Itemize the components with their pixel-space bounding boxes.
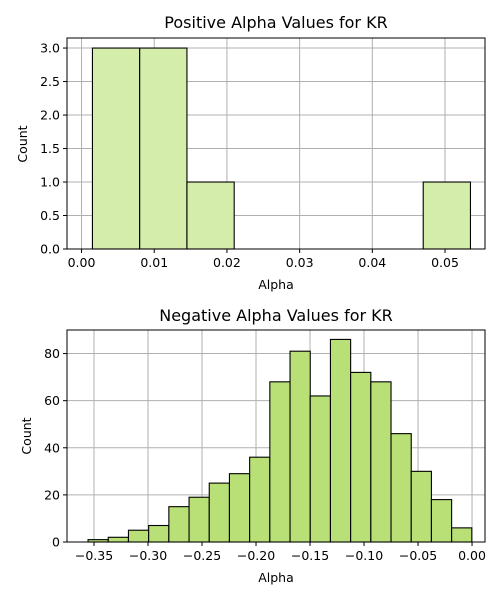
y-tick-label: 1.0 <box>40 175 60 190</box>
histogram-bar <box>139 47 188 250</box>
histogram-bar <box>309 395 331 543</box>
y-tick-label: 0 <box>52 535 60 550</box>
y-tick-label: 40 <box>44 440 60 455</box>
histogram-bar <box>410 470 432 543</box>
histogram-bar <box>186 181 235 250</box>
y-axis-ticks: 0.0 0.5 1.0 1.5 2.0 2.5 3.0 <box>40 41 67 257</box>
x-tick-label: −0.35 <box>75 548 113 563</box>
x-axis-ticks: 0.00 0.01 0.02 0.03 0.04 0.05 <box>68 249 459 270</box>
x-tick-label: 0.05 <box>431 255 459 270</box>
negative-alpha-histogram: Negative Alpha Values for KR −0.35 −0.30−… <box>19 306 486 585</box>
histogram-bar <box>188 496 210 543</box>
histogram-bar <box>350 371 372 543</box>
histogram-bar <box>451 527 473 543</box>
histogram-bar <box>148 524 170 543</box>
x-tick-label: −0.30 <box>129 548 167 563</box>
bars <box>87 338 473 543</box>
plot-frame <box>66 37 486 250</box>
y-tick-label: 80 <box>44 346 60 361</box>
y-tick-label: 0.5 <box>40 208 60 223</box>
y-axis-ticks: 0 20 40 60 80 <box>44 346 67 550</box>
x-tick-label: 0.00 <box>458 548 486 563</box>
x-tick-label: −0.10 <box>345 548 383 563</box>
x-axis-label: Alpha <box>258 570 294 585</box>
histogram-bar <box>422 181 472 250</box>
chart-title: Negative Alpha Values for KR <box>159 306 393 325</box>
positive-alpha-histogram: Positive Alpha Values for KR 0.00 0.01 0.0… <box>15 13 486 292</box>
x-axis-label: Alpha <box>258 277 294 292</box>
plot-frame <box>66 329 486 543</box>
histogram-bar <box>430 499 453 543</box>
histogram-bar <box>269 381 291 543</box>
chart-title: Positive Alpha Values for KR <box>164 13 387 32</box>
histogram-bar <box>249 456 271 543</box>
y-tick-label: 20 <box>44 487 60 502</box>
histogram-bar <box>91 47 141 250</box>
x-tick-label: 0.04 <box>358 255 386 270</box>
x-tick-label: 0.00 <box>68 255 96 270</box>
x-tick-label: 0.01 <box>140 255 168 270</box>
histogram-bar <box>127 529 150 543</box>
x-axis-ticks: −0.35 −0.30 −0.25 −0.20 −0.15 −0.10 −0.05 0.00 <box>75 542 486 563</box>
x-tick-label: 0.03 <box>286 255 314 270</box>
y-axis-label: Count <box>15 125 30 162</box>
histogram-bar <box>208 482 230 543</box>
y-tick-label: 1.5 <box>40 141 60 156</box>
histogram-bar <box>289 350 311 543</box>
histogram-bar <box>107 536 130 543</box>
x-tick-label: −0.25 <box>183 548 221 563</box>
histogram-bar <box>390 433 412 543</box>
histogram-bar <box>370 381 392 543</box>
bars <box>91 47 472 250</box>
x-tick-label: −0.05 <box>399 548 437 563</box>
histogram-bar <box>168 506 190 543</box>
y-tick-label: 60 <box>44 393 60 408</box>
y-axis-label: Count <box>19 417 34 454</box>
y-tick-label: 0.0 <box>40 242 60 257</box>
x-tick-label: 0.02 <box>213 255 241 270</box>
histogram-bar <box>329 338 352 543</box>
y-tick-label: 3.0 <box>40 41 60 56</box>
y-tick-label: 2.0 <box>40 108 60 123</box>
y-tick-label: 2.5 <box>40 74 60 89</box>
histogram-bar <box>228 473 251 543</box>
x-tick-label: −0.20 <box>237 548 275 563</box>
x-tick-label: −0.15 <box>291 548 329 563</box>
